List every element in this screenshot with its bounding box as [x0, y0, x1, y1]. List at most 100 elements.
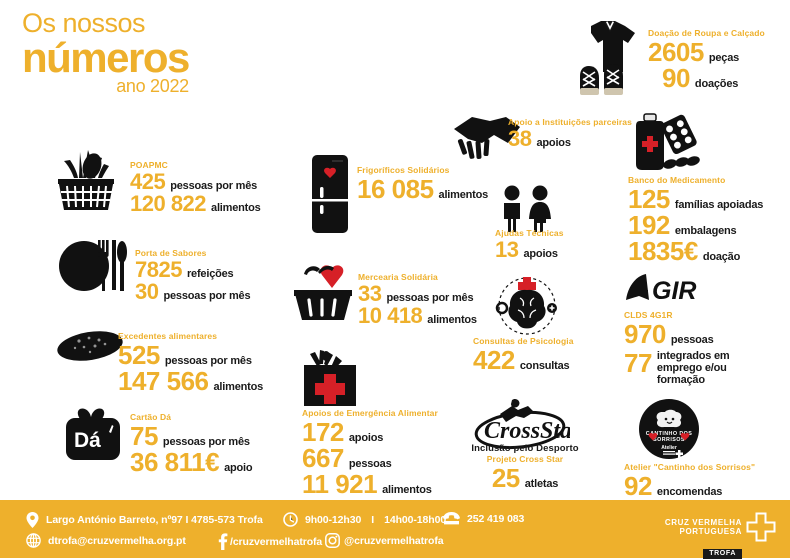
- footer-hours: 9h00-12h30 I 14h00-18h00: [283, 512, 446, 527]
- stat-value: 25: [491, 463, 520, 493]
- stat-value: 92: [624, 471, 652, 501]
- stat-value: 2605: [648, 37, 704, 67]
- stat-unit: alimentos: [211, 202, 261, 214]
- stat-value: 36 811€: [130, 447, 220, 477]
- stat-value: 147 566: [118, 366, 209, 396]
- stat-value: 90: [662, 63, 690, 93]
- stat-unit: alimentos: [382, 484, 432, 496]
- stat-ajudas-tecnicas: Ajudas Técnicas 13 apoios: [495, 228, 564, 261]
- footer-hours-separator: I: [371, 513, 375, 526]
- stat-unit: apoios: [348, 432, 384, 444]
- stat-row: 2605 peças: [648, 39, 765, 65]
- red-cross-outline-icon: [746, 512, 776, 542]
- telephone-icon: [443, 512, 460, 525]
- stat-row: 92 encomendas: [624, 473, 755, 499]
- footer-address-text: Largo António Barreto, nº97 I 4785-573 T…: [46, 514, 263, 526]
- stat-value: 192: [628, 210, 670, 240]
- stat-unit: consultas: [519, 360, 570, 372]
- stat-row: 147 566 alimentos: [118, 368, 263, 394]
- stat-sublabel: Projeto Cross Star: [486, 454, 564, 464]
- stat-unit: pessoas por mês: [162, 436, 250, 448]
- footer-facebook-text: /cruzvermelhatrofa: [230, 535, 323, 548]
- stat-value: 10 418: [358, 303, 423, 328]
- stat-value: 33: [358, 281, 382, 306]
- footer-phone[interactable]: 252 419 083: [443, 512, 524, 525]
- stat-row: 667 pessoas: [302, 445, 438, 471]
- stat-apoio-instituicoes-parceiras: Apoio a Instituições parceiras 38 apoios: [508, 117, 632, 150]
- stat-label: Mercearia Solidária: [358, 272, 438, 282]
- footer-email[interactable]: dtrofa@cruzvermelha.org.pt: [26, 533, 186, 548]
- stat-value: 172: [302, 417, 344, 447]
- stat-unit: apoios: [523, 248, 558, 260]
- stat-label: Ajudas Técnicas: [495, 228, 564, 238]
- stat-row: 25 atletas: [470, 465, 580, 491]
- stat-unit: pessoas: [348, 458, 392, 470]
- stat-label: CLDS 4G1R: [624, 310, 673, 320]
- stat-unit: alimentos: [213, 381, 264, 393]
- stat-row: 7825 refeições: [135, 259, 250, 281]
- stat-label: Doação de Roupa e Calçado: [648, 28, 765, 38]
- stat-row: 77 integrados em emprego e/ou formação: [624, 350, 743, 386]
- footer-hours-afternoon: 14h00-18h00: [384, 513, 447, 526]
- stat-row: 192 embalagens: [628, 212, 763, 238]
- stat-row: 38 apoios: [508, 128, 632, 150]
- stat-row: 11 921 alimentos: [302, 471, 438, 497]
- stat-row: 125 famílias apoiadas: [628, 186, 763, 212]
- handshake-icon: [450, 113, 522, 163]
- footer-instagram[interactable]: @cruzvermelhatrofa: [325, 533, 444, 548]
- stat-unit: pessoas por mês: [386, 292, 474, 304]
- stat-value: 422: [473, 345, 515, 375]
- stat-doacao-roupa-calcado: Doação de Roupa e Calçado 2605 peças 90 …: [648, 28, 765, 91]
- stat-label: Porta de Sabores: [135, 248, 207, 258]
- footer-phone-text: 252 419 083: [467, 512, 525, 525]
- stat-unit: encomendas: [656, 486, 723, 498]
- footer-hours-morning: 9h00-12h30: [305, 513, 362, 526]
- stat-unit: refeições: [186, 268, 234, 280]
- shopping-basket-groceries-icon: [50, 150, 122, 212]
- stat-excedentes-alimentares: Excedentes alimentares 525 pessoas por m…: [118, 331, 263, 394]
- svg-text:Atelier: Atelier: [661, 445, 677, 451]
- stat-row: 525 pessoas por mês: [118, 342, 263, 368]
- svg-text:Dá: Dá: [74, 429, 101, 452]
- stat-label: Banco do Medicamento: [628, 175, 726, 185]
- stat-apoios-emergencia-alimentar: Apoios de Emergência Alimentar 172 apoio…: [302, 408, 438, 497]
- stat-mercearia-solidaria: Mercearia Solidária 33 pessoas por mês 1…: [358, 272, 477, 327]
- stat-porta-de-sabores: Porta de Sabores 7825 refeições 30 pesso…: [135, 248, 251, 303]
- logo-delegation-badge: TROFA: [703, 548, 742, 559]
- gift-box-icon: Dá: [60, 405, 126, 463]
- stat-frigorificos-solidarios: Frigoríficos Solidários 16 085 alimentos: [357, 165, 488, 202]
- stat-label: Atelier "Cantinho dos Sorrisos": [624, 462, 756, 472]
- stat-label: Apoio a Instituições parceiras: [508, 117, 632, 127]
- stat-row: 120 822 alimentos: [130, 193, 261, 215]
- location-pin-icon: [26, 512, 39, 528]
- stat-value: 970: [624, 319, 666, 349]
- stat-unit: pessoas por mês: [164, 355, 252, 367]
- stat-value: 1835€: [628, 236, 698, 266]
- cantinho-dos-sorrisos-badge-icon: CANTINHO DOS SORRISOS Atelier: [638, 398, 700, 460]
- stat-value: 38: [508, 126, 532, 151]
- stat-unit: pessoas por mês: [163, 290, 251, 302]
- stat-unit: alimentos: [438, 189, 489, 201]
- footer-facebook[interactable]: /cruzvermelhatrofa: [218, 533, 322, 550]
- stat-label: Consultas de Psicologia: [473, 336, 574, 346]
- stat-value: 125: [628, 184, 670, 214]
- stat-value: 120 822: [130, 191, 207, 216]
- stat-row: 30 pessoas por mês: [135, 281, 251, 303]
- stat-row: 16 085 alimentos: [357, 176, 488, 202]
- clock-icon: [283, 512, 298, 527]
- stat-row: 13 apoios: [495, 239, 564, 261]
- stat-value: 667: [302, 443, 344, 473]
- page-title: Os nossos números ano 2022: [22, 8, 190, 97]
- plate-cutlery-icon: [58, 240, 130, 292]
- stat-label: Frigoríficos Solidários: [357, 165, 450, 175]
- stat-row: 33 pessoas por mês: [358, 283, 477, 305]
- stat-unit: integrados em emprego e/ou formação: [656, 350, 730, 386]
- stat-value: 77: [624, 348, 652, 378]
- stat-unit: doações: [694, 78, 739, 90]
- stat-row: 90 doações: [648, 65, 765, 91]
- stat-unit: famílias apoiadas: [674, 199, 764, 211]
- title-line-2: números: [22, 34, 190, 81]
- stat-row: 10 418 alimentos: [358, 305, 477, 327]
- basket-apple-heart-icon: [290, 262, 360, 324]
- stat-value: 13: [495, 237, 519, 262]
